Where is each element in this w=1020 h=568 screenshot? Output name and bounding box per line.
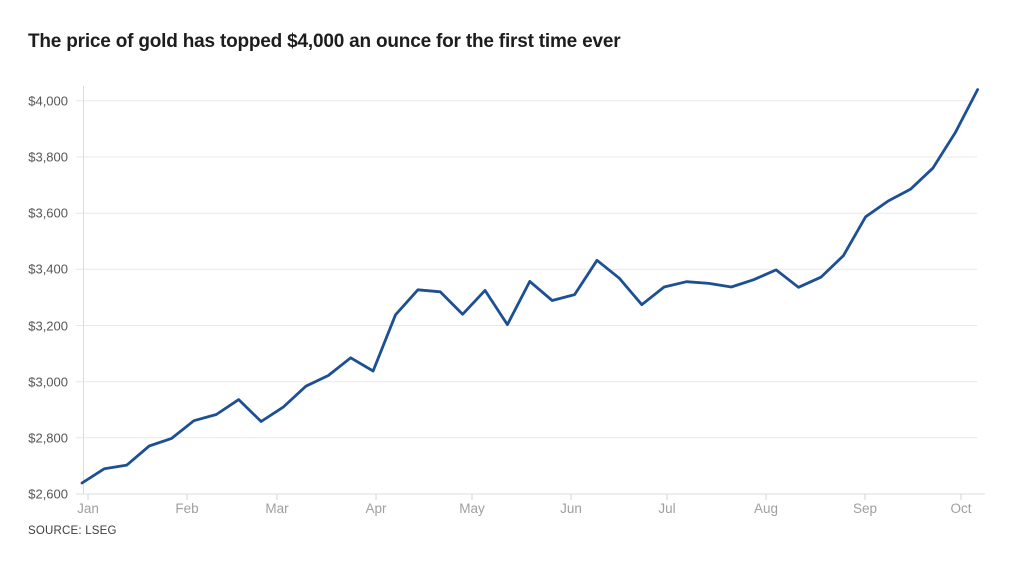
x-axis-tick-label: Oct xyxy=(950,501,972,516)
source-attribution: SOURCE: LSEG xyxy=(28,525,117,537)
y-axis-tick-label: $3,000 xyxy=(28,374,68,390)
x-axis-tick-label: Apr xyxy=(365,501,387,516)
x-axis-tick-label: Aug xyxy=(753,501,779,516)
y-axis-tick-label: $2,800 xyxy=(28,430,68,446)
y-axis-tick-label: $3,800 xyxy=(28,149,68,165)
y-axis-tick-label: $3,200 xyxy=(28,318,68,333)
x-axis-tick-label: Mar xyxy=(265,501,289,516)
x-axis-ticks xyxy=(87,494,962,500)
y-axis-tick-label: $3,400 xyxy=(28,261,68,277)
x-axis-tick-label: Jun xyxy=(560,501,582,516)
y-gridlines xyxy=(76,100,985,495)
y-axis-labels: $4,000 $3,800 $3,600 $3,400 $3,200 $3,00… xyxy=(0,0,68,568)
x-axis-tick-label: May xyxy=(459,501,485,516)
chart-title: The price of gold has topped $4,000 an o… xyxy=(28,31,621,52)
x-axis-tick-label: Jul xyxy=(658,501,676,516)
x-axis-tick-label: Feb xyxy=(175,501,199,516)
x-axis-tick-label: Jan xyxy=(77,501,99,516)
y-axis-tick-label: $4,000 xyxy=(28,93,68,109)
gold-price-line xyxy=(80,88,979,485)
x-axis-tick-label: Sep xyxy=(852,501,878,516)
y-axis-tick-label: $3,600 xyxy=(28,205,68,221)
y-axis-tick-label: $2,600 xyxy=(28,486,68,502)
